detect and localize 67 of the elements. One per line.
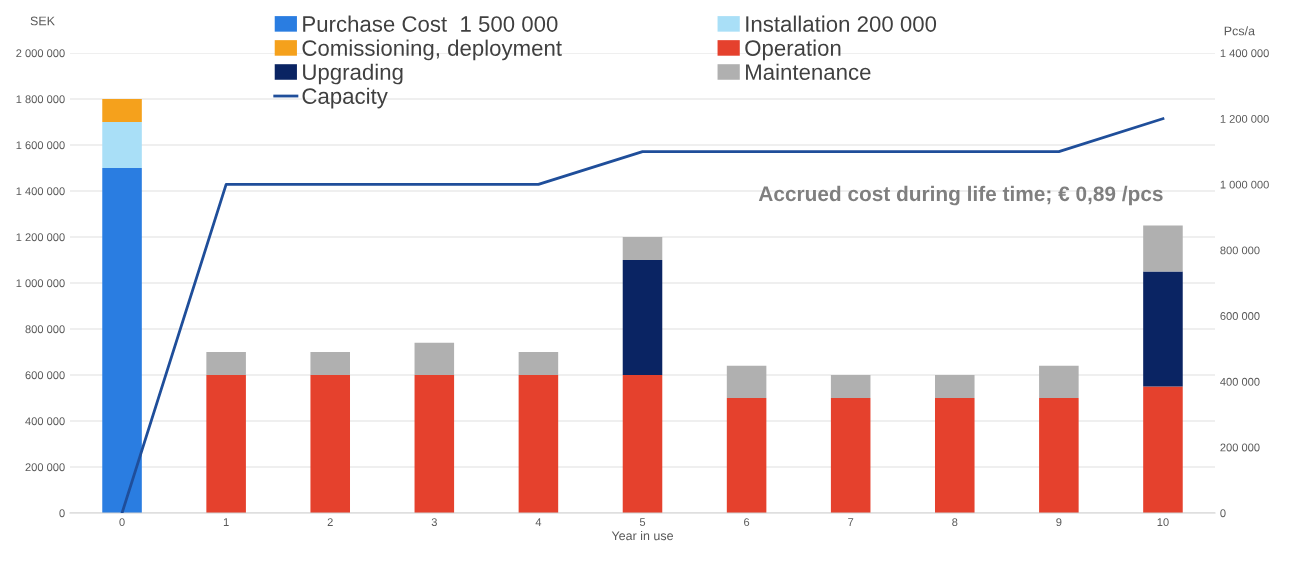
x-tick-label: 10 bbox=[1157, 518, 1169, 527]
y-tick-label: 800 000 bbox=[25, 325, 65, 334]
legend-label: Operation bbox=[745, 39, 841, 61]
legend-label: Purchase Cost 1 500 000 bbox=[303, 15, 558, 32]
bar bbox=[1039, 365, 1079, 398]
y2-tick-label: 600 000 bbox=[1220, 312, 1260, 320]
y-tick-label: 1 800 000 bbox=[16, 95, 65, 104]
legend-label: Capacity bbox=[302, 87, 388, 109]
bar bbox=[1143, 225, 1183, 272]
bar bbox=[518, 375, 559, 513]
bar bbox=[102, 122, 142, 168]
x-tick-label: 3 bbox=[431, 518, 437, 527]
annotation: Accrued cost during life time; € 0,89 /pcs bbox=[758, 185, 1163, 206]
bar bbox=[1039, 398, 1079, 513]
bar bbox=[830, 375, 871, 398]
bar bbox=[1143, 386, 1183, 513]
y2-tick-label: 0 bbox=[1220, 509, 1226, 518]
bar bbox=[102, 99, 142, 122]
y-tick-label: 600 000 bbox=[25, 371, 65, 380]
x-tick-label: 5 bbox=[639, 518, 646, 527]
bar bbox=[622, 237, 663, 260]
bar bbox=[1143, 271, 1183, 387]
legend-label: Upgrading bbox=[303, 63, 403, 85]
y-tick-label: 2 000 000 bbox=[16, 49, 65, 58]
bar bbox=[622, 375, 663, 513]
legend-label: Comissioning, deployment bbox=[302, 39, 562, 61]
bar bbox=[310, 352, 350, 375]
y-tick-label: 1 400 000 bbox=[16, 187, 65, 196]
y2-tick-label: 800 000 bbox=[1220, 246, 1260, 255]
x-tick-label: 4 bbox=[535, 518, 542, 526]
x-tick-label: 6 bbox=[744, 518, 750, 527]
line-series bbox=[120, 117, 1165, 513]
x-axis-title: Year in use bbox=[611, 531, 673, 541]
bar bbox=[935, 398, 975, 513]
bar bbox=[830, 398, 871, 513]
bar bbox=[726, 398, 767, 513]
y-tick-label: 1 200 000 bbox=[16, 233, 65, 242]
x-tick-label: 0 bbox=[119, 518, 125, 527]
bar bbox=[414, 375, 455, 513]
y2-tick-label: 1 000 000 bbox=[1220, 180, 1269, 189]
bar bbox=[726, 365, 767, 398]
bar bbox=[102, 168, 142, 513]
y2-tick-label: 1 400 000 bbox=[1220, 49, 1269, 58]
x-tick-label: 1 bbox=[223, 518, 229, 526]
bar bbox=[206, 352, 246, 375]
x-tick-label: 7 bbox=[848, 518, 854, 526]
bar bbox=[414, 342, 455, 375]
bar bbox=[310, 375, 350, 513]
y2-axis-title: Pcs/a bbox=[1224, 26, 1255, 36]
x-tick-label: 2 bbox=[327, 518, 333, 526]
y-tick-label: 0 bbox=[59, 509, 65, 518]
y-tick-label: 400 000 bbox=[25, 417, 65, 426]
y-tick-label: 1 000 000 bbox=[16, 279, 65, 288]
bar bbox=[622, 260, 663, 375]
legend-label: Installation 200 000 bbox=[746, 15, 937, 32]
bar bbox=[935, 375, 975, 398]
x-tick-label: 9 bbox=[1056, 518, 1062, 527]
y-axis-title: SEK bbox=[30, 16, 55, 26]
y-tick-label: 200 000 bbox=[25, 463, 65, 472]
y2-tick-label: 200 000 bbox=[1220, 443, 1260, 452]
x-tick-label: 8 bbox=[952, 518, 958, 527]
bar bbox=[206, 375, 246, 513]
y2-tick-label: 1 200 000 bbox=[1220, 114, 1269, 123]
bar bbox=[518, 352, 559, 375]
legend-label: Maintenance bbox=[746, 63, 871, 80]
y2-tick-label: 400 000 bbox=[1220, 377, 1260, 386]
y-tick-label: 1 600 000 bbox=[16, 141, 65, 150]
